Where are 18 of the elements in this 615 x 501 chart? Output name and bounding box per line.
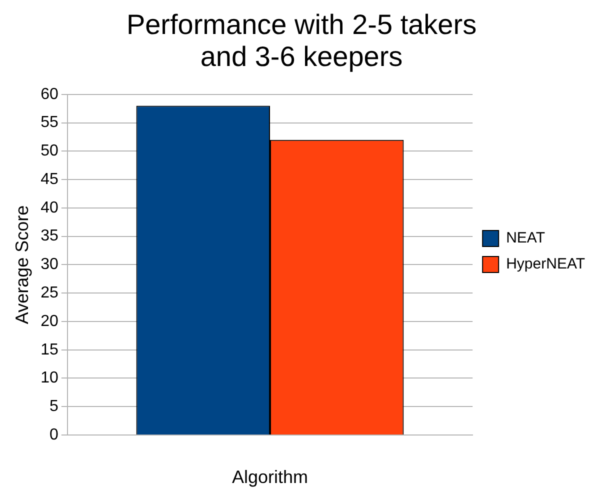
legend-label: HyperNEAT <box>506 256 585 273</box>
y-tick-label: 5 <box>49 398 58 416</box>
y-tick-label: 25 <box>40 284 58 302</box>
y-tick-label: 45 <box>40 170 58 188</box>
y-tick-label: 55 <box>40 114 58 132</box>
y-tick-label: 50 <box>40 142 58 160</box>
legend-label: NEAT <box>506 230 545 247</box>
y-tick-label: 30 <box>40 256 58 274</box>
chart-title: Performance with 2-5 takers and 3-6 keepers <box>126 8 477 72</box>
y-tick-label: 35 <box>40 228 58 245</box>
y-axis-title: Average Score <box>12 205 32 324</box>
y-tick-label: 10 <box>40 370 58 387</box>
y-tick-label: 0 <box>49 426 58 444</box>
y-tick-label: 60 <box>40 86 58 103</box>
x-axis-title: Algorithm <box>232 467 308 488</box>
y-tick-label: 40 <box>40 199 58 216</box>
y-tick-label: 15 <box>40 341 58 358</box>
y-tick-label: 20 <box>40 312 58 330</box>
